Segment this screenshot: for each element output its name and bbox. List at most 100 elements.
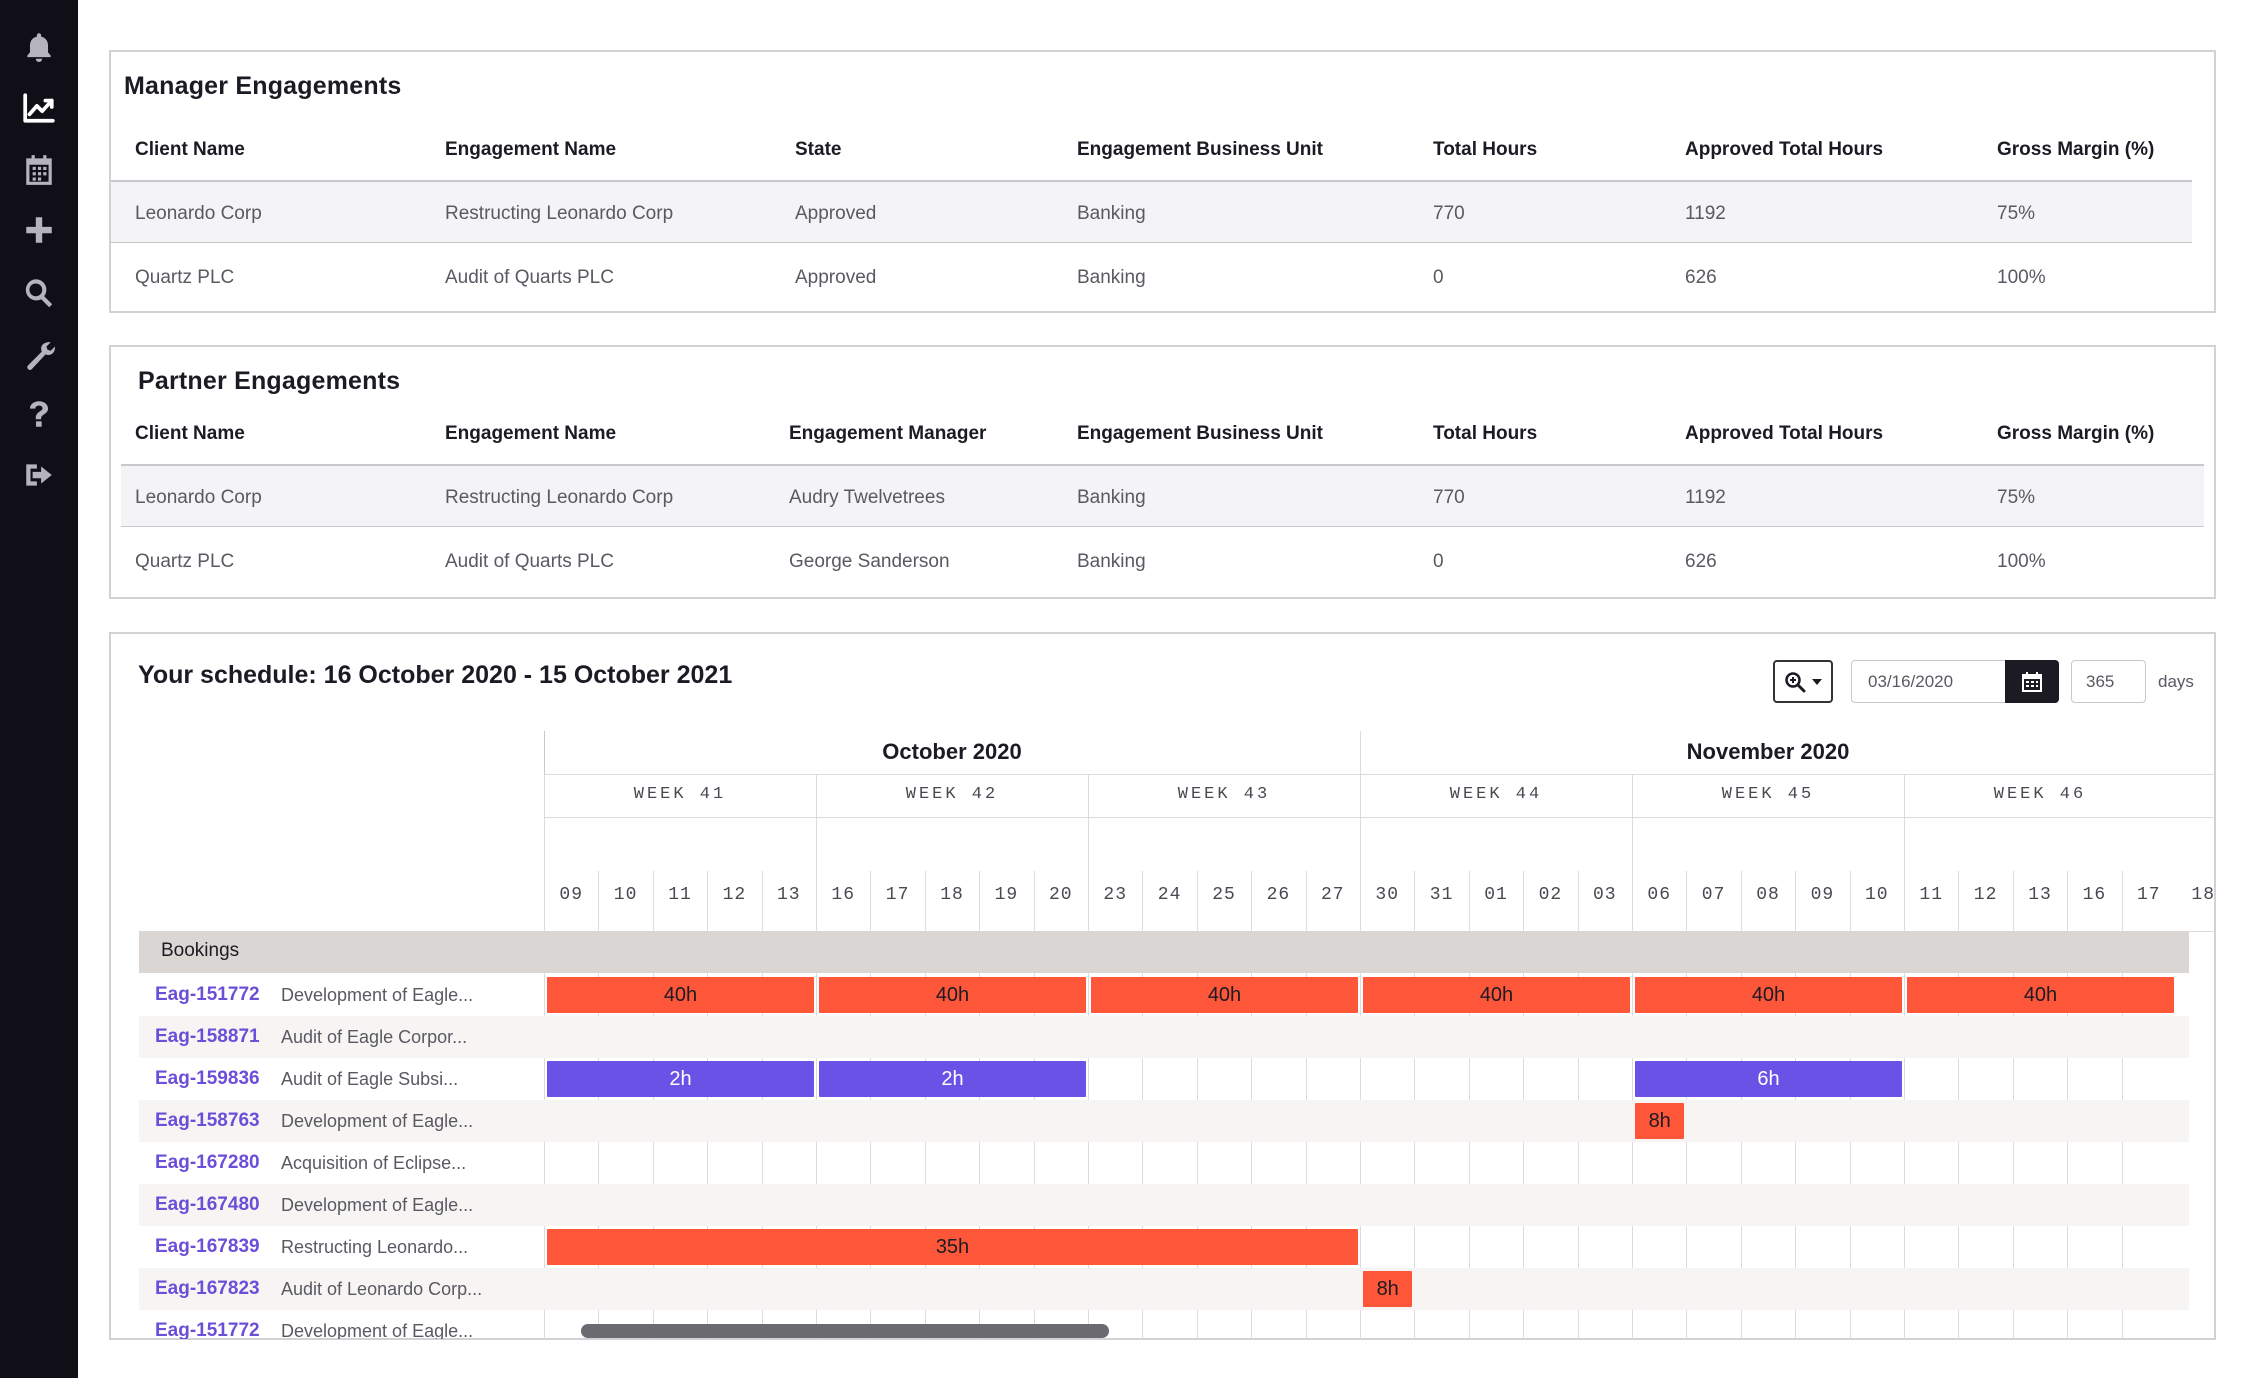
column-header[interactable]: Total Hours <box>1433 139 1538 160</box>
table-row[interactable] <box>111 182 2192 242</box>
booking-bar[interactable]: 6h <box>1635 1061 1902 1097</box>
column-header[interactable]: Gross Margin (%) <box>1997 139 2155 160</box>
engagement-id-link[interactable]: Eag-151772 <box>155 1320 260 1339</box>
grid-line <box>544 774 2214 775</box>
column-header[interactable]: Client Name <box>135 139 245 160</box>
horizontal-scrollbar-thumb[interactable] <box>581 1324 1109 1338</box>
table-cell: George Sanderson <box>789 551 950 572</box>
caret-down-icon <box>1812 678 1822 685</box>
table-cell: 0 <box>1433 267 1444 288</box>
calendar-icon <box>2022 671 2042 692</box>
table-cell: 626 <box>1685 551 1717 572</box>
day-label: 08 <box>1756 885 1780 905</box>
table-cell: Banking <box>1077 551 1146 572</box>
table-cell: 75% <box>1997 487 2036 508</box>
booking-bar[interactable]: 2h <box>819 1061 1086 1097</box>
table-cell: Banking <box>1077 267 1146 288</box>
day-label: 18 <box>940 885 964 905</box>
column-header[interactable]: Engagement Business Unit <box>1077 423 1323 444</box>
booking-bar[interactable]: 40h <box>547 977 814 1013</box>
table-cell: 626 <box>1685 267 1717 288</box>
chart-line-icon[interactable] <box>19 88 59 128</box>
engagement-name: Development of Eagle... <box>281 985 474 1005</box>
day-label: 23 <box>1103 885 1127 905</box>
day-label: 18 <box>2191 885 2214 905</box>
calendar-icon[interactable] <box>19 150 59 190</box>
plus-icon[interactable] <box>19 210 59 250</box>
booking-bar[interactable]: 40h <box>1091 977 1358 1013</box>
table-cell: 75% <box>1997 203 2036 224</box>
engagement-id-link[interactable]: Eag-158763 <box>155 1110 260 1131</box>
engagement-name: Audit of Eagle Corpor... <box>281 1027 468 1047</box>
row-stripe <box>139 1100 2189 1142</box>
sidebar <box>0 0 78 1378</box>
booking-bar[interactable]: 40h <box>819 977 1086 1013</box>
day-label: 27 <box>1320 885 1345 905</box>
day-label: 10 <box>1864 885 1889 905</box>
day-label: 02 <box>1538 885 1563 905</box>
engagement-id-link[interactable]: Eag-151772 <box>155 984 260 1005</box>
zoom-dropdown-button[interactable] <box>1773 660 1833 703</box>
engagement-name: Restructing Leonardo... <box>281 1237 469 1257</box>
column-header[interactable]: Engagement Business Unit <box>1077 139 1323 160</box>
column-header[interactable]: Gross Margin (%) <box>1997 423 2155 444</box>
divider <box>111 180 2192 182</box>
column-header[interactable]: Engagement Name <box>445 423 617 444</box>
start-date-input[interactable] <box>1851 660 2006 703</box>
table-cell: Restructing Leonardo Corp <box>445 487 674 508</box>
column-header[interactable]: Client Name <box>135 423 245 444</box>
sign-out-icon[interactable] <box>19 455 59 495</box>
days-label: days <box>2158 672 2194 691</box>
table-row[interactable] <box>121 466 2204 526</box>
days-input[interactable] <box>2071 660 2146 703</box>
day-label: 09 <box>559 885 583 905</box>
week-label: WEEK 46 <box>1993 785 2087 804</box>
question-icon[interactable] <box>19 395 59 435</box>
engagement-id-link[interactable]: Eag-167823 <box>155 1278 260 1299</box>
engagement-id-link[interactable]: Eag-167480 <box>155 1194 260 1215</box>
wrench-icon[interactable] <box>19 335 59 375</box>
booking-bar[interactable]: 2h <box>547 1061 814 1097</box>
booking-bar[interactable]: 40h <box>1363 977 1630 1013</box>
column-header[interactable]: Engagement Manager <box>789 423 987 444</box>
table-cell: Approved <box>795 267 877 288</box>
table-cell: 770 <box>1433 487 1465 508</box>
day-label: 16 <box>831 885 855 905</box>
booking-bar[interactable]: 35h <box>547 1229 1358 1265</box>
column-header[interactable]: Engagement Name <box>445 139 617 160</box>
day-label: 31 <box>1429 885 1454 905</box>
column-header[interactable]: Total Hours <box>1433 423 1538 444</box>
month-label: October 2020 <box>882 739 1022 764</box>
engagement-id-link[interactable]: Eag-159836 <box>155 1068 260 1089</box>
day-label: 17 <box>885 885 910 905</box>
booking-bar[interactable]: 8h <box>1363 1271 1413 1307</box>
engagement-name: Acquisition of Eclipse... <box>281 1153 467 1173</box>
calendar-picker-button[interactable] <box>2005 660 2059 703</box>
table-cell: 100% <box>1997 551 2046 572</box>
column-header[interactable]: Approved Total Hours <box>1685 423 1884 444</box>
search-icon[interactable] <box>19 273 59 313</box>
table-cell: Audit of Quarts PLC <box>445 267 614 288</box>
divider <box>121 464 2204 466</box>
engagement-name: Audit of Eagle Subsi... <box>281 1069 459 1089</box>
column-header[interactable]: State <box>795 139 842 160</box>
booking-bar[interactable]: 8h <box>1635 1103 1685 1139</box>
day-label: 20 <box>1048 885 1073 905</box>
engagement-id-link[interactable]: Eag-158871 <box>155 1026 260 1047</box>
schedule-title: Your schedule: 16 October 2020 - 15 Octo… <box>138 661 733 689</box>
day-label: 30 <box>1375 885 1399 905</box>
partner-engagements-title: Partner Engagements <box>138 367 401 395</box>
booking-bar[interactable]: 40h <box>1907 977 2174 1013</box>
table-cell: Restructing Leonardo Corp <box>445 203 674 224</box>
engagement-id-link[interactable]: Eag-167839 <box>155 1236 260 1257</box>
bell-icon[interactable] <box>19 27 59 67</box>
row-stripe <box>139 1184 2189 1226</box>
day-label: 13 <box>776 885 801 905</box>
engagement-id-link[interactable]: Eag-167280 <box>155 1152 260 1173</box>
row-stripe <box>139 1268 2189 1310</box>
table-cell: Audit of Quarts PLC <box>445 551 614 572</box>
grid-line <box>1360 731 1361 774</box>
day-label: 19 <box>994 885 1019 905</box>
column-header[interactable]: Approved Total Hours <box>1685 139 1884 160</box>
booking-bar[interactable]: 40h <box>1635 977 1902 1013</box>
